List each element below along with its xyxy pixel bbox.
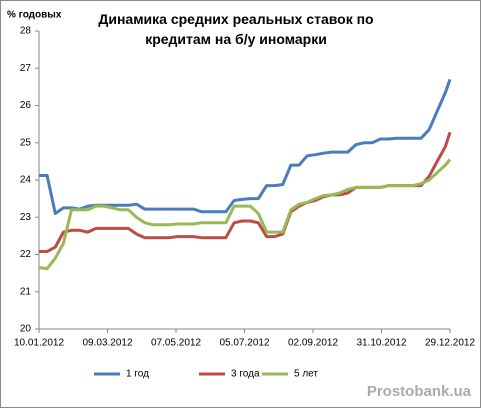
legend-label: 3 года <box>231 369 260 380</box>
y-tick-label: 20 <box>20 324 32 335</box>
x-tick-label: 29.12.2012 <box>425 338 475 349</box>
y-tick-label: 27 <box>20 63 32 74</box>
y-tick-label: 24 <box>20 175 32 186</box>
y-tick-label: 25 <box>20 137 32 148</box>
watermark: Prostobank.ua <box>367 383 472 400</box>
x-tick-label: 05.07.2012 <box>219 338 269 349</box>
series-line <box>38 158 452 271</box>
y-tick-label: 21 <box>20 286 32 297</box>
y-tick-label: 26 <box>20 100 32 111</box>
legend-label: 5 лет <box>294 369 318 380</box>
y-axis-label: % годовых <box>7 10 62 21</box>
x-tick-label: 07.05.2012 <box>151 338 201 349</box>
x-tick-label: 02.09.2012 <box>288 338 338 349</box>
x-tick-label: 09.03.2012 <box>82 338 132 349</box>
series-line <box>39 131 452 253</box>
series-line <box>39 78 452 215</box>
y-tick-label: 23 <box>20 212 32 223</box>
x-tick-label: 31.10.2012 <box>356 338 406 349</box>
chart-title: Динамика средних реальных ставок по кред… <box>98 11 374 47</box>
x-tick-label: 10.01.2012 <box>14 338 64 349</box>
y-tick-label: 28 <box>20 26 32 37</box>
legend-label: 1 год <box>126 369 149 380</box>
y-tick-label: 22 <box>20 249 32 260</box>
